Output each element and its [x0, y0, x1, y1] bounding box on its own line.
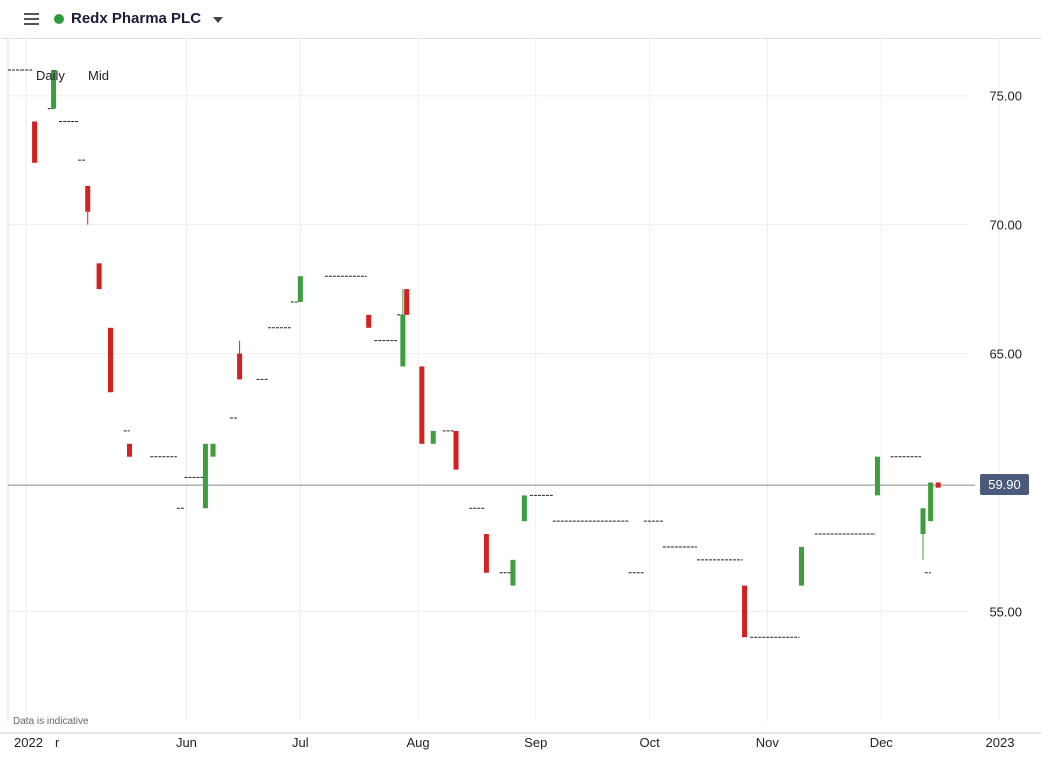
x-tick-label: Nov	[756, 735, 780, 750]
y-tick-label: 75.00	[989, 89, 1022, 104]
candle-up	[799, 546, 805, 586]
candle-down	[32, 121, 38, 163]
y-tick-label: 70.00	[989, 218, 1022, 233]
x-tick-label: Jun	[176, 735, 197, 750]
chevron-down-icon[interactable]	[213, 17, 223, 23]
candle-up	[400, 314, 406, 367]
x-tick-label: Jul	[292, 735, 309, 750]
chart-area[interactable]: 55.00 65.00 70.00 75.00 2022 r Jun Jul Aug Sep Oct…	[0, 39, 1041, 758]
x-tick-label: Dec	[870, 735, 894, 750]
interval-daily-button[interactable]: Daily	[36, 68, 65, 83]
x-tick-label: r	[55, 735, 60, 750]
candle-up	[51, 69, 57, 109]
hamburger-menu-icon[interactable]	[24, 13, 39, 25]
chart-header: Redx Pharma PLC	[0, 0, 1041, 39]
x-tick-label: 2022	[14, 735, 43, 750]
candle-down	[96, 263, 102, 290]
x-tick-label: 2023	[986, 735, 1015, 750]
price-type-mid-button[interactable]: Mid	[88, 68, 109, 83]
candle-down	[108, 327, 114, 393]
x-tick-label: Sep	[524, 735, 547, 750]
candle-up	[297, 276, 303, 303]
candle-up	[210, 443, 216, 457]
symbol-title[interactable]: Redx Pharma PLC	[71, 10, 202, 27]
x-tick-label: Aug	[406, 735, 429, 750]
x-tick-label: Oct	[640, 735, 661, 750]
candle-down	[935, 482, 941, 488]
candle-up	[920, 508, 926, 535]
candle-down	[419, 366, 425, 444]
candle-down	[366, 314, 372, 328]
current-price-badge: 59.90	[980, 474, 1029, 496]
candle-down	[453, 430, 459, 470]
candle-down	[483, 534, 489, 573]
y-tick-label: 65.00	[989, 347, 1022, 362]
candle-down	[237, 353, 243, 380]
market-status-dot	[54, 14, 64, 24]
candle-up	[430, 430, 436, 444]
candle-down	[126, 443, 132, 457]
candle-down	[742, 585, 748, 638]
candle-up	[510, 559, 516, 586]
candle-down	[85, 185, 91, 212]
candle-down	[404, 289, 410, 315]
candle-up	[521, 495, 527, 522]
y-tick-label: 55.00	[989, 604, 1022, 619]
data-disclaimer: Data is indicative	[13, 716, 89, 727]
candle-up	[928, 482, 934, 522]
candle-up	[874, 456, 880, 496]
price-chart[interactable]: 55.00 65.00 70.00 75.00 2022 r Jun Jul Aug Sep Oct…	[0, 39, 1041, 758]
candle-up	[202, 443, 208, 509]
